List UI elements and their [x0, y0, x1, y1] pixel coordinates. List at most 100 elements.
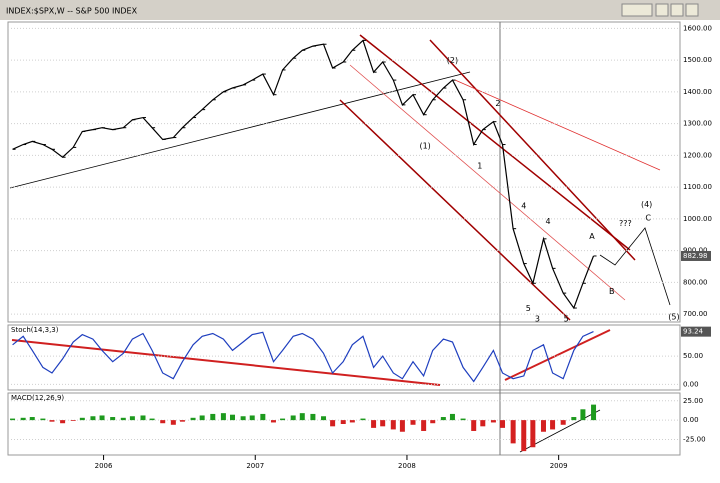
channel-mid [349, 64, 626, 301]
macd-bar [399, 420, 405, 432]
wave-label: (4) [641, 200, 652, 209]
macd-bar [390, 420, 396, 430]
y-tick-label: 50.00 [683, 352, 703, 360]
y-tick-label: 25.00 [683, 397, 703, 405]
macd-bar [170, 420, 176, 425]
macd-bar [260, 413, 266, 421]
y-tick-label: 1200.00 [683, 151, 712, 159]
macd-bar [129, 416, 135, 421]
macd-bar [560, 420, 566, 425]
macd-bar [360, 418, 366, 421]
macd-bar [10, 418, 16, 421]
wave-label: ??? [619, 219, 632, 228]
close-button[interactable] [685, 3, 699, 17]
macd-bar [521, 420, 527, 452]
macd-bar [240, 416, 246, 421]
macd-bar [510, 420, 516, 444]
y-tick-label: 1300.00 [683, 120, 712, 128]
macd-bar [79, 417, 85, 421]
trendline [9, 71, 471, 189]
macd-bar [321, 416, 327, 421]
macd-bar [580, 409, 586, 421]
macd-bar [149, 418, 155, 421]
toolbar-button[interactable] [621, 3, 653, 17]
wave-label: 4 [545, 217, 550, 226]
macd-bar [190, 417, 196, 421]
wave-label: (1) [419, 141, 430, 150]
macd-bar [140, 415, 146, 421]
stoch-line [12, 331, 594, 383]
chart-title: INDEX:$SPX,W -- S&P 500 INDEX [6, 7, 138, 16]
last-value-label: 882.98 [683, 252, 708, 260]
last-value-box [681, 250, 711, 261]
y-tick-label: 1600.00 [683, 24, 712, 32]
wave-label: (5) [668, 313, 679, 322]
wave-label: 4 [521, 202, 526, 211]
y-tick-label: 1100.00 [683, 183, 712, 191]
x-tick-label: 2006 [95, 462, 113, 470]
x-tick-label: 2009 [550, 462, 568, 470]
macd-bar [29, 417, 35, 421]
y-tick-label: 700.00 [683, 310, 708, 318]
macd-bar [371, 420, 377, 428]
macd-bar [571, 417, 577, 421]
macd-bar [60, 420, 66, 424]
macd-bar [440, 417, 446, 421]
channel-outer [429, 39, 636, 261]
macd-bar [310, 413, 316, 421]
maximize-button[interactable] [670, 3, 684, 17]
macd-bar [349, 420, 355, 423]
macd-bar [70, 420, 76, 421]
last-value-box [681, 326, 711, 337]
panel-title: Stoch(14,3,3) [11, 326, 59, 334]
title-bar [0, 0, 720, 20]
wave-label: 5 [526, 304, 531, 313]
wave-label: 5 [564, 314, 569, 323]
y-tick-label: 1000.00 [683, 215, 712, 223]
wave-label: 1 [477, 162, 482, 171]
macd-bar [160, 420, 166, 424]
macd-bar [460, 418, 466, 421]
stoch-panel [7, 324, 681, 391]
macd-bar [290, 415, 296, 421]
channel-bottom [339, 99, 571, 321]
macd-bar [20, 417, 26, 421]
macd-bar [530, 420, 536, 448]
macd-bar [40, 418, 46, 421]
wave-label: C [645, 214, 651, 223]
y-tick-label: 800.00 [683, 278, 708, 286]
wave-label: B [609, 287, 615, 296]
macd-bar [340, 420, 346, 424]
macd-bar [449, 413, 455, 421]
macd-bar [540, 420, 546, 432]
macd-bar [249, 415, 255, 421]
macd-bar [380, 420, 386, 427]
minimize-button[interactable] [655, 3, 669, 17]
macd-bar [270, 420, 276, 423]
macd-bar [471, 420, 477, 431]
macd-bar [220, 413, 226, 421]
projection [599, 227, 671, 306]
x-tick-label: 2008 [398, 462, 416, 470]
panel-title: MACD(12,26,9) [11, 394, 64, 402]
macd-bar [421, 420, 427, 431]
last-value-label: 93.24 [683, 328, 704, 336]
macd-bar [490, 420, 496, 423]
macd-bar [550, 420, 556, 430]
macd-bar [591, 404, 597, 421]
channel-upper [454, 79, 661, 171]
macd-bar [120, 417, 126, 421]
macd-bar [99, 415, 105, 421]
macd-bar [110, 417, 116, 421]
macd-bar [410, 420, 416, 425]
macd-bar [90, 416, 96, 421]
y-tick-label: 900.00 [683, 247, 708, 255]
macd-panel [7, 392, 681, 456]
macd-bar [179, 420, 185, 422]
x-tick-label: 2007 [246, 462, 264, 470]
macd-bar [480, 420, 486, 427]
macd-bar [500, 420, 506, 428]
macd-bar [230, 414, 236, 421]
wave-label: 3 [535, 314, 540, 323]
